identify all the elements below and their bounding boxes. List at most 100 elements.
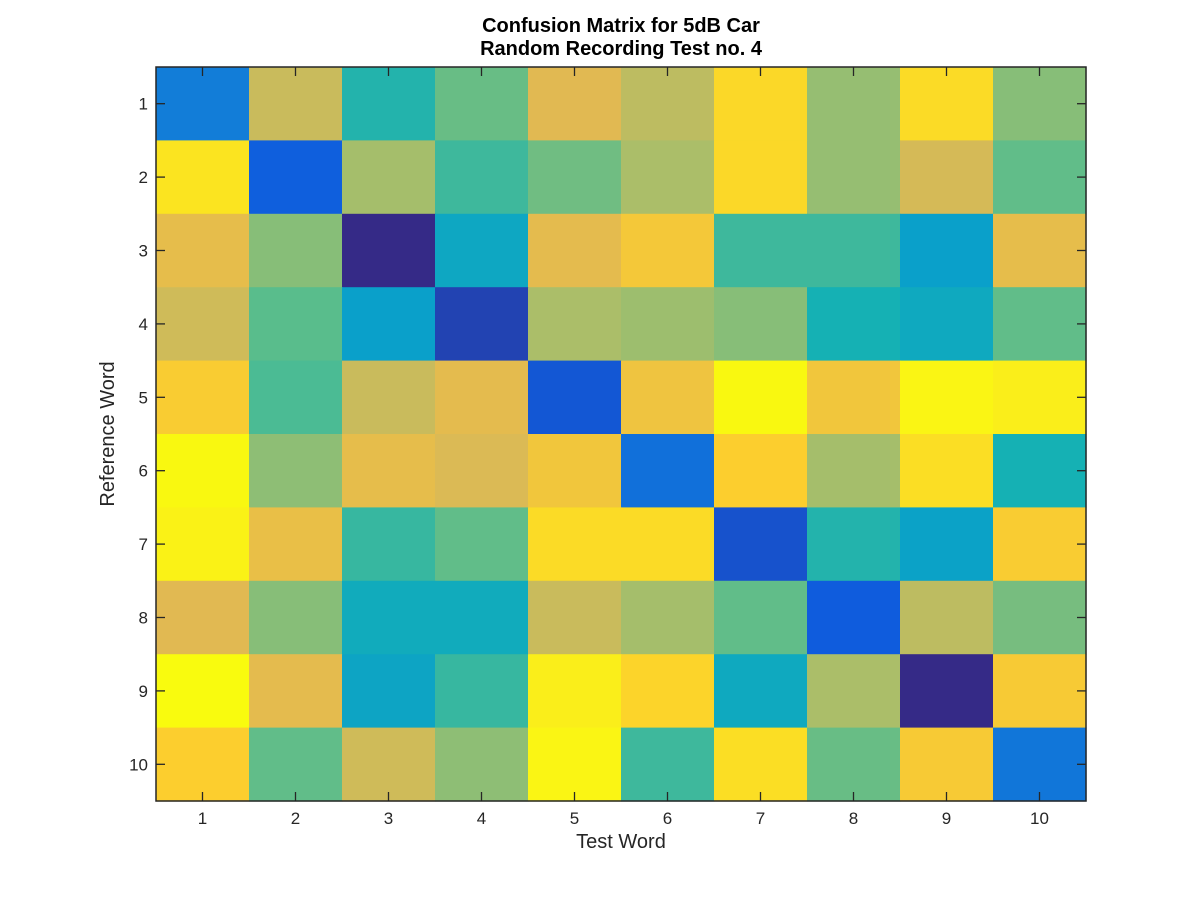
heatmap-cell-r2-c1	[156, 140, 250, 215]
heatmap-cell-r1-c7	[714, 67, 808, 141]
heatmap-cell-r7-c9	[900, 507, 994, 582]
y-tick-label-9: 9	[139, 682, 148, 701]
heatmap-cell-r7-c4	[435, 507, 529, 582]
x-tick-label-10: 10	[1030, 809, 1049, 828]
heatmap-cell-r5-c10	[993, 360, 1087, 435]
heatmap-cell-r8-c5	[528, 580, 622, 655]
heatmap-cell-r2-c6	[621, 140, 715, 215]
heatmap-cell-r3-c7	[714, 213, 808, 288]
heatmap-cell-r8-c1	[156, 580, 250, 655]
heatmap-cell-r5-c7	[714, 360, 808, 435]
y-tick-label-7: 7	[139, 535, 148, 554]
plot-frame	[155, 66, 1087, 802]
heatmap-cell-r6-c4	[435, 434, 529, 508]
heatmap-cell-r4-c5	[528, 287, 622, 362]
heatmap-cell-r9-c10	[993, 654, 1087, 729]
heatmap-cell-r5-c6	[621, 360, 715, 435]
heatmap-cell-r8-c8	[807, 580, 901, 655]
heatmap-cell-r5-c4	[435, 360, 529, 435]
heatmap-cell-r10-c5	[528, 727, 622, 802]
heatmap-cell-r6-c9	[900, 434, 994, 508]
heatmap-cell-r4-c4	[435, 287, 529, 362]
x-tick-label-8: 8	[849, 809, 858, 828]
heatmap-cell-r10-c10	[993, 727, 1087, 802]
y-tick-label-5: 5	[139, 388, 148, 407]
axis-ticks	[156, 67, 1086, 801]
x-tick-labels: 1 2 3 4 5 6 7 8 9 10	[198, 809, 1049, 828]
heatmap-cell-r4-c1	[156, 287, 250, 362]
heatmap-cell-r1-c3	[342, 67, 436, 141]
heatmap-cell-r4-c10	[993, 287, 1087, 362]
heatmap-cell-r2-c5	[528, 140, 622, 215]
heatmap-cell-r8-c7	[714, 580, 808, 655]
heatmap-cell-r6-c1	[156, 434, 250, 508]
heatmap-cell-r1-c10	[993, 67, 1087, 141]
heatmap-cell-r5-c8	[807, 360, 901, 435]
heatmap-cell-r7-c10	[993, 507, 1087, 582]
heatmap-cell-r1-c1	[156, 67, 250, 141]
x-tick-label-9: 9	[942, 809, 951, 828]
heatmap-cell-r3-c3	[342, 213, 436, 288]
y-tick-labels: 1 2 3 4 5 6 7 8 9 10	[129, 95, 148, 775]
heatmap-cell-r2-c8	[807, 140, 901, 215]
x-tick-label-7: 7	[756, 809, 765, 828]
heatmap-cell-r6-c10	[993, 434, 1087, 508]
heatmap-cell-r9-c3	[342, 654, 436, 729]
heatmap-cell-r7-c1	[156, 507, 250, 582]
chart-title-line-2: Random Recording Test no. 4	[480, 38, 763, 60]
heatmap-cell-r5-c2	[249, 360, 343, 435]
heatmap-cell-r8-c4	[435, 580, 529, 655]
heatmap-cell-r10-c8	[807, 727, 901, 802]
heatmap-cell-r5-c1	[156, 360, 250, 435]
heatmap-cell-r1-c4	[435, 67, 529, 141]
y-tick-label-2: 2	[139, 168, 148, 187]
heatmap-cell-r1-c8	[807, 67, 901, 141]
heatmap-cell-r3-c8	[807, 213, 901, 288]
heatmap-cell-r2-c7	[714, 140, 808, 215]
heatmap-cell-r10-c9	[900, 727, 994, 802]
heatmap-cell-r10-c4	[435, 727, 529, 802]
heatmap-cell-r4-c9	[900, 287, 994, 362]
heatmap-cell-r1-c5	[528, 67, 622, 141]
heatmap-cell-r7-c6	[621, 507, 715, 582]
heatmap-cell-r9-c4	[435, 654, 529, 729]
x-tick-label-4: 4	[477, 809, 486, 828]
y-tick-label-10: 10	[129, 755, 148, 774]
heatmap-cell-r7-c5	[528, 507, 622, 582]
heatmap-cell-r3-c4	[435, 213, 529, 288]
heatmap-cell-r3-c9	[900, 213, 994, 288]
heatmap-cell-r8-c9	[900, 580, 994, 655]
heatmap-cell-r2-c3	[342, 140, 436, 215]
heatmap-cell-r3-c2	[249, 213, 343, 288]
heatmap-cell-r4-c7	[714, 287, 808, 362]
heatmap-cell-r9-c8	[807, 654, 901, 729]
heatmap-cell-r5-c9	[900, 360, 994, 435]
heatmap-cell-r9-c7	[714, 654, 808, 729]
heatmap-cell-r4-c8	[807, 287, 901, 362]
y-tick-label-1: 1	[139, 95, 148, 114]
heatmap-cell-r7-c7	[714, 507, 808, 582]
heatmap-cell-r9-c9	[900, 654, 994, 729]
heatmap-cell-r10-c6	[621, 727, 715, 802]
heatmap-cell-r10-c2	[249, 727, 343, 802]
heatmap-cell-r2-c2	[249, 140, 343, 215]
heatmap-cell-r9-c6	[621, 654, 715, 729]
heatmap-cell-r7-c8	[807, 507, 901, 582]
heatmap-cell-r8-c10	[993, 580, 1087, 655]
heatmap-cells	[156, 67, 1087, 802]
heatmap-cell-r3-c5	[528, 213, 622, 288]
x-tick-label-1: 1	[198, 809, 207, 828]
heatmap-cell-r9-c2	[249, 654, 343, 729]
heatmap-cell-r1-c6	[621, 67, 715, 141]
heatmap-cell-r3-c6	[621, 213, 715, 288]
heatmap-cell-r4-c3	[342, 287, 436, 362]
heatmap-cell-r10-c1	[156, 727, 250, 802]
heatmap-cell-r9-c5	[528, 654, 622, 729]
x-tick-label-5: 5	[570, 809, 579, 828]
heatmap-cell-r3-c1	[156, 213, 250, 288]
x-tick-label-6: 6	[663, 809, 672, 828]
y-tick-label-8: 8	[139, 609, 148, 628]
heatmap-cell-r6-c5	[528, 434, 622, 508]
